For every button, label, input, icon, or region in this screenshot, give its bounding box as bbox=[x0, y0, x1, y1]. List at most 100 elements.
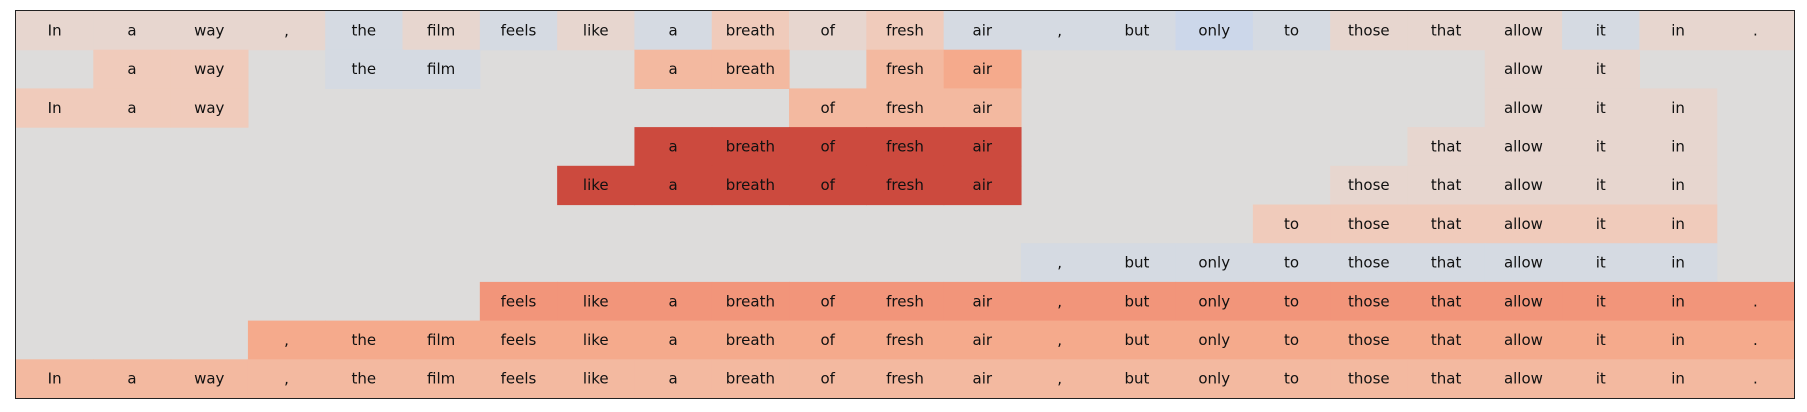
heatmap-cell bbox=[325, 320, 404, 360]
heatmap-cell bbox=[1484, 320, 1563, 360]
cell-token-label: but bbox=[1124, 292, 1149, 310]
cell-token-label: . bbox=[1753, 292, 1758, 310]
heatmap-cell bbox=[1639, 359, 1718, 398]
cell-token-label: those bbox=[1348, 21, 1390, 39]
cell-token-label: those bbox=[1348, 292, 1390, 310]
heatmap-cell bbox=[1562, 49, 1640, 89]
cell-token-label: that bbox=[1431, 21, 1462, 39]
cell-token-label: of bbox=[820, 331, 835, 349]
heatmap-cell bbox=[325, 49, 404, 89]
cell-token-label: it bbox=[1596, 215, 1606, 233]
heatmap-cell bbox=[1020, 359, 1099, 398]
cell-token-label: way bbox=[194, 21, 224, 39]
cell-token-label: only bbox=[1198, 254, 1230, 272]
cell-token-label: the bbox=[352, 370, 377, 388]
heatmap-cell bbox=[711, 320, 790, 360]
cell-token-label: breath bbox=[726, 21, 775, 39]
heatmap-cell bbox=[247, 359, 326, 398]
heatmap-cell bbox=[1175, 11, 1254, 51]
cell-token-label: only bbox=[1198, 292, 1230, 310]
heatmap-cell bbox=[943, 359, 1022, 398]
heatmap-cell bbox=[866, 127, 945, 167]
cell-token-label: a bbox=[668, 60, 677, 78]
cell-token-label: of bbox=[820, 99, 835, 117]
cell-token-label: that bbox=[1431, 176, 1462, 194]
heatmap-cell bbox=[402, 49, 481, 89]
cell-token-label: a bbox=[668, 292, 677, 310]
heatmap-cell bbox=[1330, 320, 1409, 360]
cell-token-label: it bbox=[1596, 137, 1606, 155]
heatmap-cell bbox=[634, 281, 713, 322]
heatmap-cell bbox=[943, 127, 1022, 167]
heatmap-cell bbox=[866, 88, 945, 128]
heatmap-cell bbox=[170, 359, 249, 398]
cell-token-label: allow bbox=[1504, 215, 1543, 233]
cell-token-label: in bbox=[1671, 137, 1685, 155]
cell-token-label: air bbox=[973, 370, 993, 388]
cell-token-label: air bbox=[973, 99, 993, 117]
cell-token-label: those bbox=[1348, 370, 1390, 388]
cell-token-label: In bbox=[48, 99, 62, 117]
cell-token-label: those bbox=[1348, 254, 1390, 272]
heatmap-cell bbox=[711, 11, 790, 51]
cell-token-label: it bbox=[1596, 331, 1606, 349]
cell-token-label: it bbox=[1596, 60, 1606, 78]
heatmap-cell bbox=[1639, 88, 1718, 128]
cell-token-label: a bbox=[668, 137, 677, 155]
heatmap-cell bbox=[247, 320, 326, 360]
cell-token-label: in bbox=[1671, 215, 1685, 233]
cell-token-label: it bbox=[1596, 99, 1606, 117]
cell-token-label: of bbox=[820, 370, 835, 388]
cell-token-label: that bbox=[1431, 137, 1462, 155]
cell-token-label: fresh bbox=[886, 176, 924, 194]
cell-token-label: like bbox=[583, 176, 609, 194]
heatmap-cell bbox=[1020, 11, 1099, 51]
cell-token-label: the bbox=[352, 21, 377, 39]
cell-token-label: in bbox=[1671, 176, 1685, 194]
cell-token-label: film bbox=[427, 331, 455, 349]
cell-token-label: those bbox=[1348, 215, 1390, 233]
cell-token-label: the bbox=[352, 331, 377, 349]
heatmap-cell bbox=[1252, 204, 1331, 244]
cell-token-label: , bbox=[1057, 21, 1062, 39]
heatmap-cell bbox=[1407, 320, 1486, 360]
cell-token-label: in bbox=[1671, 21, 1685, 39]
heatmap-cell bbox=[1407, 165, 1486, 206]
heatmap-cell bbox=[1407, 359, 1486, 398]
cell-token-label: , bbox=[1057, 292, 1062, 310]
heatmap-cell bbox=[1562, 359, 1640, 398]
heatmap-cell bbox=[1562, 281, 1640, 322]
cell-token-label: those bbox=[1348, 331, 1390, 349]
heatmap-cell bbox=[634, 127, 713, 167]
heatmap-cell bbox=[1639, 165, 1718, 206]
heatmap-cell bbox=[1407, 127, 1486, 167]
token-attribution-heatmap: In a way, the film feels like a breath of fresh air… bbox=[15, 10, 1795, 399]
cell-token-label: of bbox=[820, 176, 835, 194]
cell-token-label: to bbox=[1284, 292, 1299, 310]
heatmap-cell bbox=[866, 165, 945, 206]
cell-token-label: feels bbox=[501, 292, 537, 310]
cell-token-label: in bbox=[1671, 99, 1685, 117]
heatmap-cell bbox=[943, 165, 1022, 206]
heatmap-cell bbox=[943, 320, 1022, 360]
cell-token-label: . bbox=[1753, 21, 1758, 39]
cell-token-label: that bbox=[1431, 370, 1462, 388]
cell-token-label: to bbox=[1284, 331, 1299, 349]
cell-token-label: allow bbox=[1504, 292, 1543, 310]
heatmap-cell bbox=[170, 88, 249, 128]
cell-token-label: air bbox=[973, 292, 993, 310]
heatmap-cell bbox=[402, 11, 481, 51]
cell-token-label: allow bbox=[1504, 60, 1543, 78]
cell-token-label: of bbox=[820, 21, 835, 39]
heatmap-cell bbox=[325, 359, 404, 398]
heatmap-cell bbox=[943, 281, 1022, 322]
heatmap-cell bbox=[1716, 359, 1794, 398]
cell-token-label: a bbox=[668, 331, 677, 349]
cell-token-label: allow bbox=[1504, 331, 1543, 349]
cell-token-label: . bbox=[1753, 331, 1758, 349]
heatmap-cell bbox=[789, 359, 867, 398]
cell-token-label: way bbox=[194, 99, 224, 117]
heatmap-cell bbox=[1098, 243, 1177, 283]
heatmap-cell bbox=[93, 88, 172, 128]
heatmap-cell bbox=[1484, 49, 1563, 89]
